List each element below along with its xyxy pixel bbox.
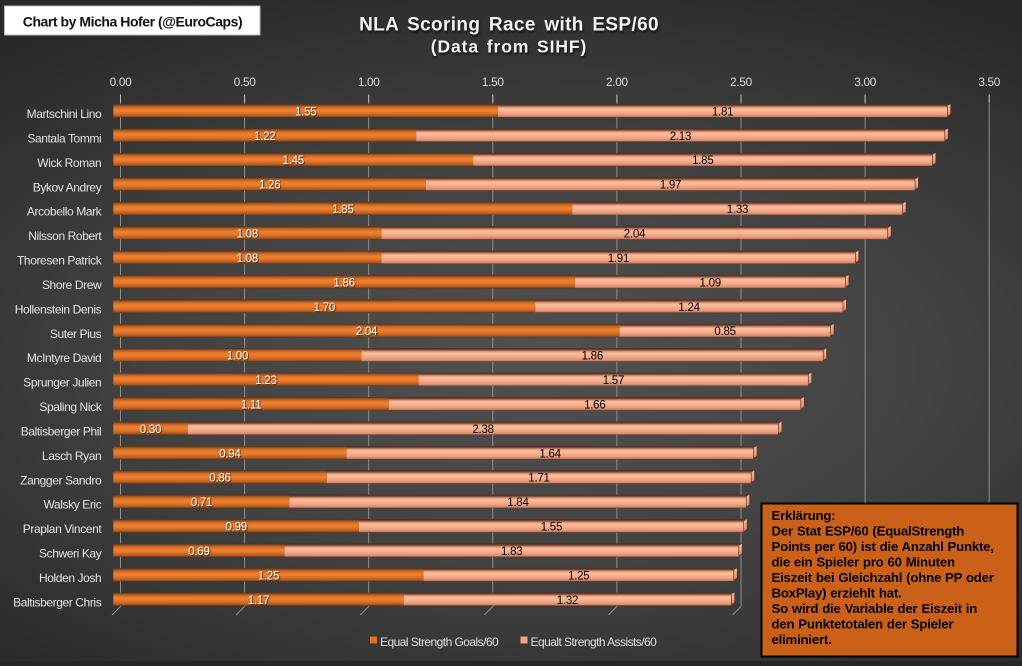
- svg-text:1.97: 1.97: [660, 180, 681, 192]
- svg-text:0.71: 0.71: [191, 497, 212, 509]
- svg-text:0.85: 0.85: [714, 326, 735, 338]
- svg-text:Hollenstein Denis: Hollenstein Denis: [15, 302, 102, 316]
- svg-text:0.99: 0.99: [226, 522, 247, 534]
- svg-text:BoxPlay) erziehlt hat.: BoxPlay) erziehlt hat.: [772, 586, 902, 601]
- svg-text:Martschini Lino: Martschini Lino: [27, 107, 102, 121]
- svg-text:1.86: 1.86: [333, 277, 354, 289]
- svg-text:3.00: 3.00: [854, 75, 876, 89]
- svg-text:1.23: 1.23: [255, 375, 276, 387]
- svg-text:0.94: 0.94: [219, 448, 241, 460]
- svg-text:1.55: 1.55: [541, 522, 562, 534]
- svg-text:Baltisberger Phil: Baltisberger Phil: [21, 425, 102, 439]
- svg-text:0.30: 0.30: [140, 424, 161, 436]
- svg-text:Wick Roman: Wick Roman: [37, 156, 101, 170]
- svg-text:Praplan Vincent: Praplan Vincent: [23, 522, 103, 536]
- svg-text:Thoresen Patrick: Thoresen Patrick: [17, 254, 103, 268]
- svg-text:Shore Drew: Shore Drew: [42, 278, 102, 292]
- svg-text:1.33: 1.33: [727, 204, 748, 216]
- svg-text:den Punktetotalen der Spieler: den Punktetotalen der Spieler: [772, 617, 954, 632]
- svg-text:1.85: 1.85: [692, 155, 713, 167]
- svg-text:Chart by Micha Hofer (@EuroCap: Chart by Micha Hofer (@EuroCaps): [23, 14, 242, 30]
- svg-text:Arcobello Mark: Arcobello Mark: [27, 205, 103, 219]
- svg-text:Equal Strength Goals/60: Equal Strength Goals/60: [380, 635, 499, 649]
- svg-text:0.86: 0.86: [209, 473, 230, 485]
- svg-text:1.26: 1.26: [259, 180, 280, 192]
- svg-text:1.25: 1.25: [258, 570, 279, 582]
- svg-text:1.70: 1.70: [314, 302, 335, 314]
- svg-text:1.09: 1.09: [700, 277, 721, 289]
- svg-text:Santala Tommi: Santala Tommi: [27, 131, 101, 145]
- svg-text:1.83: 1.83: [501, 546, 522, 558]
- svg-text:NLA Scoring Race with ESP/60: NLA Scoring Race with ESP/60: [359, 15, 659, 36]
- svg-text:Sprunger Julien: Sprunger Julien: [23, 376, 101, 390]
- svg-text:Points per 60) ist die Anzahl: Points per 60) ist die Anzahl Punkte,: [772, 539, 994, 554]
- svg-text:Walsky Eric: Walsky Eric: [43, 498, 101, 512]
- svg-text:1.86: 1.86: [582, 351, 603, 363]
- svg-text:1.81: 1.81: [712, 106, 733, 118]
- svg-text:Suter Pius: Suter Pius: [50, 327, 102, 341]
- svg-text:Bykov Andrey: Bykov Andrey: [33, 180, 102, 194]
- svg-text:1.55: 1.55: [295, 106, 316, 118]
- svg-text:2.00: 2.00: [606, 75, 628, 89]
- svg-text:1.85: 1.85: [332, 204, 353, 216]
- svg-text:So wird die Variable der Eisze: So wird die Variable der Eiszeit in: [772, 601, 978, 616]
- svg-text:3.50: 3.50: [978, 75, 1000, 89]
- svg-text:1.64: 1.64: [539, 448, 561, 460]
- svg-text:1.71: 1.71: [528, 473, 549, 485]
- svg-text:McIntyre David: McIntyre David: [27, 351, 101, 365]
- svg-text:Eiszeit bei Gleichzahl (ohne P: Eiszeit bei Gleichzahl (ohne PP oder: [772, 570, 994, 585]
- svg-text:die ein Spieler pro 60 Minuten: die ein Spieler pro 60 Minuten: [772, 554, 956, 569]
- svg-text:1.50: 1.50: [482, 75, 504, 89]
- svg-text:Lasch Ryan: Lasch Ryan: [42, 449, 101, 463]
- svg-text:1.22: 1.22: [254, 131, 275, 143]
- svg-text:1.45: 1.45: [283, 155, 304, 167]
- svg-text:Zangger Sandro: Zangger Sandro: [20, 473, 102, 487]
- svg-text:2.04: 2.04: [624, 229, 646, 241]
- svg-text:1.00: 1.00: [358, 75, 380, 89]
- svg-text:1.24: 1.24: [678, 302, 700, 314]
- svg-text:1.84: 1.84: [507, 497, 529, 509]
- svg-text:Baltisberger Chris: Baltisberger Chris: [13, 595, 102, 609]
- svg-text:2.50: 2.50: [730, 75, 752, 89]
- svg-text:0.69: 0.69: [188, 546, 209, 558]
- svg-text:2.38: 2.38: [472, 424, 493, 436]
- svg-text:1.00: 1.00: [227, 351, 248, 363]
- svg-text:Holden Josh: Holden Josh: [39, 571, 101, 585]
- svg-text:Spaling Nick: Spaling Nick: [39, 400, 102, 414]
- svg-text:Nilsson Robert: Nilsson Robert: [28, 229, 102, 243]
- svg-text:1.17: 1.17: [248, 595, 269, 607]
- svg-text:0.00: 0.00: [110, 75, 132, 89]
- svg-text:1.66: 1.66: [584, 399, 605, 411]
- svg-text:1.25: 1.25: [568, 570, 589, 582]
- svg-text:Equalt Strength Assists/60: Equalt Strength Assists/60: [531, 635, 658, 649]
- svg-text:1.11: 1.11: [241, 399, 262, 411]
- svg-text:2.04: 2.04: [356, 326, 378, 338]
- svg-text:Der Stat ESP/60 (EqualStrength: Der Stat ESP/60 (EqualStrength: [772, 523, 965, 538]
- svg-text:Erklärung:: Erklärung:: [772, 508, 836, 523]
- svg-text:(Data from SIHF): (Data from SIHF): [431, 36, 587, 56]
- svg-text:Schweri Kay: Schweri Kay: [39, 547, 102, 561]
- svg-text:0.50: 0.50: [234, 75, 256, 89]
- svg-text:1.08: 1.08: [237, 253, 258, 265]
- svg-text:eliminiert.: eliminiert.: [772, 632, 832, 647]
- svg-text:1.32: 1.32: [557, 595, 578, 607]
- svg-text:2.13: 2.13: [670, 131, 691, 143]
- svg-text:1.91: 1.91: [608, 253, 629, 265]
- svg-text:1.08: 1.08: [237, 229, 258, 241]
- svg-text:1.57: 1.57: [603, 375, 624, 387]
